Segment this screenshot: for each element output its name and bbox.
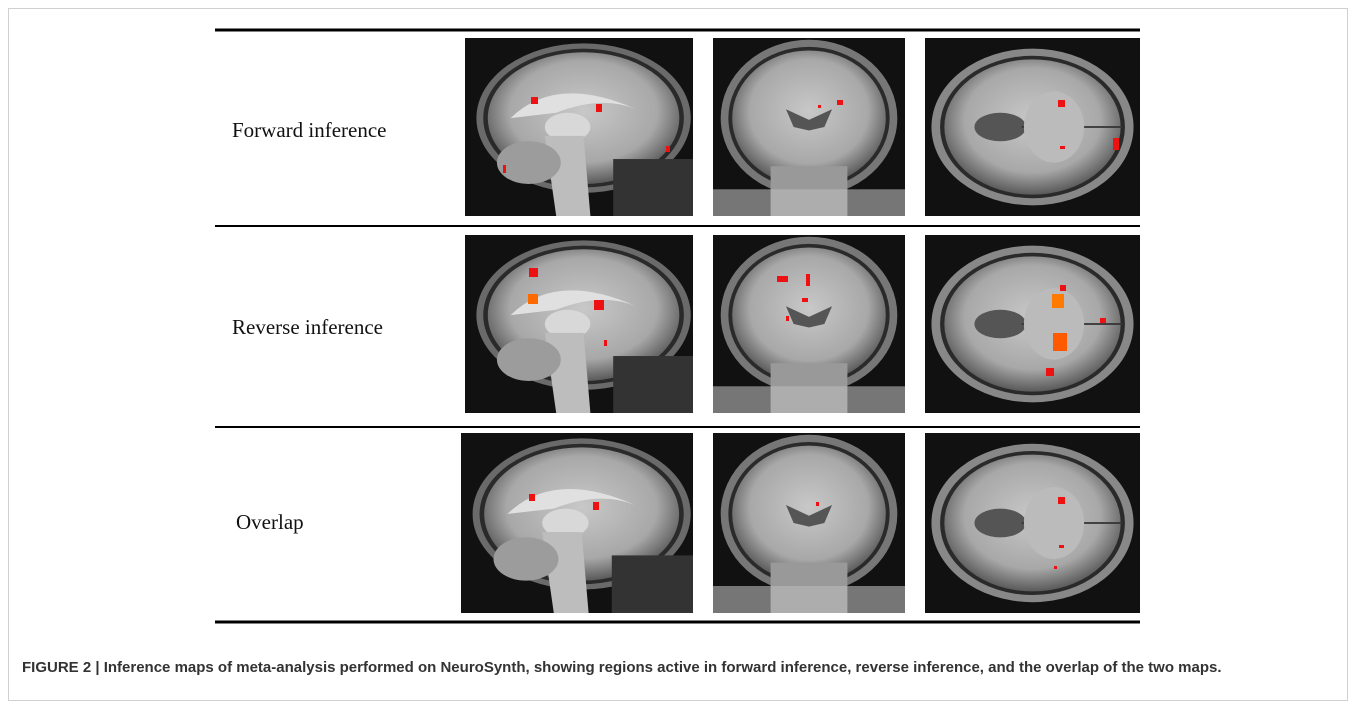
coronal-slice <box>713 38 905 216</box>
coronal-slice <box>713 235 905 413</box>
axial-slice <box>925 235 1140 413</box>
axial-slice <box>925 38 1140 216</box>
sagittal-slice <box>461 433 693 613</box>
coronal-slice <box>713 433 905 613</box>
row-label: Forward inference <box>232 118 387 143</box>
page: Forward inference Reverse inference Over… <box>0 0 1357 711</box>
figure <box>0 0 1357 650</box>
row-label: Reverse inference <box>232 315 383 340</box>
sagittal-slice <box>465 235 693 413</box>
axial-slice <box>925 433 1140 613</box>
sagittal-slice <box>465 38 693 216</box>
figure-caption: FIGURE 2 | Inference maps of meta-analys… <box>22 657 1332 679</box>
row-label: Overlap <box>236 510 304 535</box>
